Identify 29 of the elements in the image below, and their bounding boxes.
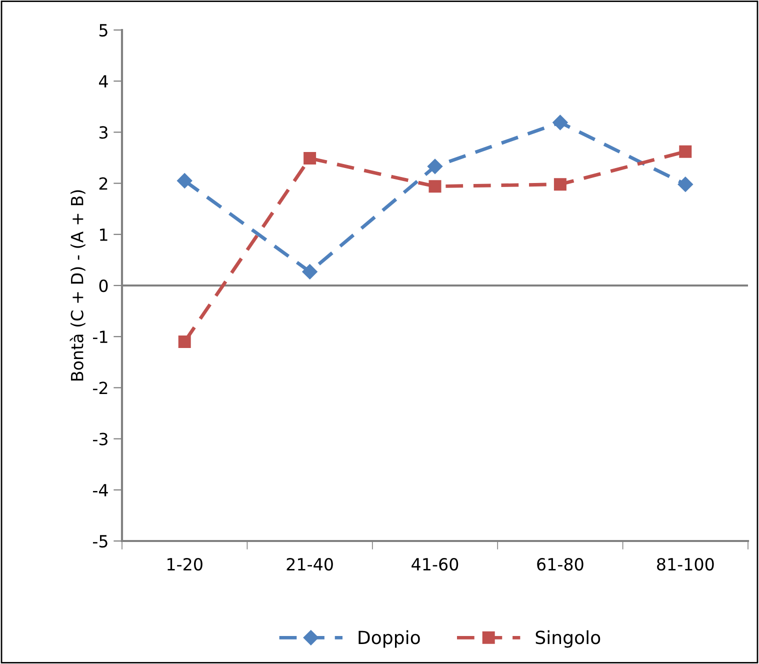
point (177, 173, 192, 188)
point (304, 152, 316, 165)
x-tick-label: 21-40 (286, 558, 333, 571)
y-tick-label: -3 (93, 432, 108, 446)
point (427, 158, 443, 174)
y-tick-label: 4 (99, 75, 108, 88)
x-tick-label: 61-80 (537, 558, 584, 571)
legend-label: Singolo (536, 630, 600, 648)
legend-label: Doppio (358, 630, 420, 648)
y-tick-label: -2 (93, 382, 108, 394)
y-tick-label: 3 (99, 126, 108, 139)
y-tick-label: 5 (99, 24, 108, 37)
point (679, 145, 692, 158)
point (178, 335, 191, 348)
point (678, 176, 693, 192)
y-tick-label: -4 (93, 484, 108, 496)
y-tick-label: 1 (100, 228, 108, 241)
y-tick-label: 2 (99, 177, 108, 190)
point (554, 178, 566, 191)
point (302, 264, 318, 280)
x-tick-label: 81-100 (657, 558, 714, 571)
y-tick-label: 0 (99, 279, 108, 292)
point (552, 114, 568, 130)
x-tick-label: 1-20 (168, 558, 202, 571)
y-tick-label: -5 (93, 535, 108, 548)
y-tick-label: -1 (93, 330, 108, 343)
y-axis-title: Bontà (C + D) - (A + B) (70, 190, 86, 381)
x-tick-label: 41-60 (412, 558, 458, 571)
point (428, 180, 442, 193)
